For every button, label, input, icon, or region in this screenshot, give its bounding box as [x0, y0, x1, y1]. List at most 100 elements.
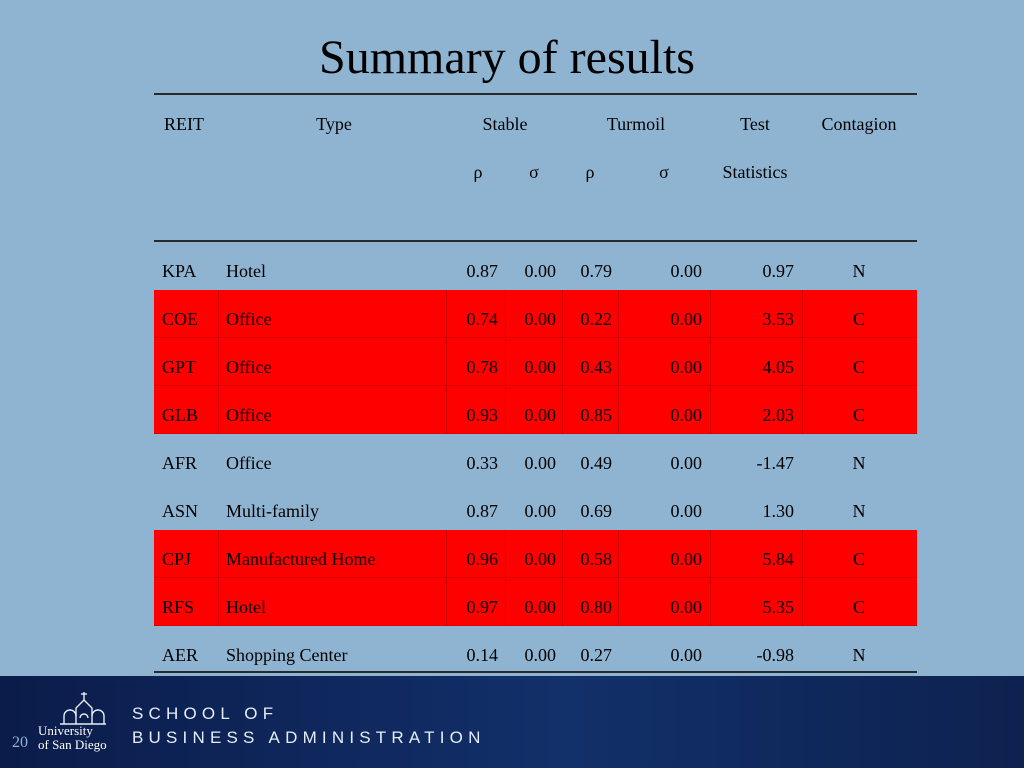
table-top-rule	[154, 93, 917, 95]
cell-divider	[710, 338, 711, 386]
row-divider	[154, 577, 917, 578]
cell-test-statistic: 4.05	[762, 357, 795, 377]
table-row: AFR Office 0.33 0.00 0.49 0.00 -1.47 N	[154, 434, 917, 482]
cell-stable-rho: 0.87	[466, 261, 499, 281]
cell-reit: GPT	[162, 357, 197, 377]
cell-divider	[218, 578, 219, 626]
cell-divider	[446, 578, 447, 626]
school-line-1: SCHOOL OF	[132, 704, 279, 723]
header-stable-rho: ρ	[473, 162, 483, 182]
cell-stable-sigma: 0.00	[524, 357, 557, 377]
cell-type: Office	[226, 357, 272, 377]
cell-type: Office	[226, 405, 272, 425]
cell-divider	[446, 386, 447, 434]
header-turmoil-sigma: σ	[659, 162, 669, 182]
cell-contagion: C	[852, 309, 865, 329]
header-stable-sigma: σ	[529, 162, 539, 182]
header-test: Test	[740, 114, 770, 134]
cell-divider	[710, 386, 711, 434]
row-divider	[154, 625, 917, 626]
cell-reit: ASN	[162, 501, 199, 521]
cell-test-statistic: 5.35	[762, 597, 795, 617]
cell-contagion: N	[852, 453, 866, 473]
cell-turmoil-sigma: 0.00	[670, 405, 703, 425]
header-statistics: Statistics	[722, 162, 788, 182]
cell-divider	[218, 290, 219, 338]
cell-divider	[218, 338, 219, 386]
cell-turmoil-rho: 0.22	[580, 309, 613, 329]
cell-stable-sigma: 0.00	[524, 549, 557, 569]
cell-divider	[218, 386, 219, 434]
cell-turmoil-rho: 0.43	[580, 357, 613, 377]
header-stable: Stable	[482, 114, 528, 134]
cell-turmoil-rho: 0.85	[580, 405, 613, 425]
header-contagion: Contagion	[821, 114, 897, 134]
cell-test-statistic: -0.98	[756, 645, 795, 665]
cell-turmoil-sigma: 0.00	[670, 357, 703, 377]
cell-stable-rho: 0.87	[466, 501, 499, 521]
cell-divider	[802, 338, 803, 386]
cell-test-statistic: 2.03	[762, 405, 795, 425]
cell-divider	[562, 386, 563, 434]
cell-type: Manufactured Home	[226, 549, 376, 569]
cell-turmoil-rho: 0.79	[580, 261, 613, 281]
cell-type: Office	[226, 309, 272, 329]
cell-turmoil-sigma: 0.00	[670, 549, 703, 569]
table-header-rule	[154, 240, 917, 242]
cell-contagion: N	[852, 645, 866, 665]
cell-turmoil-rho: 0.69	[580, 501, 613, 521]
cell-stable-rho: 0.97	[466, 597, 499, 617]
cell-contagion: C	[852, 549, 865, 569]
cell-turmoil-sigma: 0.00	[670, 645, 703, 665]
logo-text-san-diego: of San Diego	[38, 737, 107, 752]
cell-stable-sigma: 0.00	[524, 645, 557, 665]
cell-reit: AFR	[162, 453, 198, 473]
cell-stable-rho: 0.96	[466, 549, 499, 569]
cell-divider	[802, 290, 803, 338]
cell-test-statistic: 3.53	[762, 309, 795, 329]
cell-turmoil-rho: 0.49	[580, 453, 613, 473]
cell-divider	[618, 578, 619, 626]
cell-divider	[802, 386, 803, 434]
cell-divider	[446, 338, 447, 386]
mission-tower-icon	[60, 692, 106, 725]
cell-divider	[505, 530, 506, 578]
cell-divider	[710, 530, 711, 578]
cell-divider	[562, 290, 563, 338]
cell-stable-sigma: 0.00	[524, 309, 557, 329]
cell-divider	[618, 530, 619, 578]
cell-reit: AER	[162, 645, 198, 665]
row-divider	[154, 433, 917, 434]
cell-divider	[618, 386, 619, 434]
cell-contagion: C	[852, 405, 865, 425]
table-bottom-rule	[154, 671, 917, 673]
cell-reit: RFS	[162, 597, 195, 617]
cell-divider	[562, 578, 563, 626]
table-row: AER Shopping Center 0.14 0.00 0.27 0.00 -0.98 N	[154, 626, 917, 674]
cell-stable-rho: 0.93	[466, 405, 499, 425]
page-number: 20	[12, 734, 28, 751]
table-row: CPJ Manufactured Home 0.96 0.00 0.58 0.00 5.84…	[154, 530, 917, 578]
cell-test-statistic: -1.47	[756, 453, 795, 473]
school-name: SCHOOL OF BUSINESS ADMINISTRATION	[132, 702, 486, 750]
cell-type: Shopping Center	[226, 645, 348, 665]
cell-divider	[505, 386, 506, 434]
cell-stable-rho: 0.78	[466, 357, 499, 377]
cell-stable-rho: 0.33	[466, 453, 499, 473]
cell-test-statistic: 0.97	[762, 261, 795, 281]
cell-reit: CPJ	[162, 549, 192, 569]
cell-type: Hotel	[226, 261, 266, 281]
cell-type: Multi-family	[226, 501, 319, 521]
cell-divider	[802, 578, 803, 626]
cell-contagion: N	[852, 501, 866, 521]
cell-turmoil-sigma: 0.00	[670, 453, 703, 473]
cell-turmoil-sigma: 0.00	[670, 501, 703, 521]
cell-stable-sigma: 0.00	[524, 597, 557, 617]
table-row: ASN Multi-family 0.87 0.00 0.69 0.00 1.30 N	[154, 482, 917, 530]
cell-turmoil-sigma: 0.00	[670, 261, 703, 281]
cell-reit: COE	[162, 309, 198, 329]
cell-reit: GLB	[162, 405, 198, 425]
header-type: Type	[316, 114, 352, 134]
cell-divider	[446, 530, 447, 578]
row-divider	[154, 337, 917, 338]
